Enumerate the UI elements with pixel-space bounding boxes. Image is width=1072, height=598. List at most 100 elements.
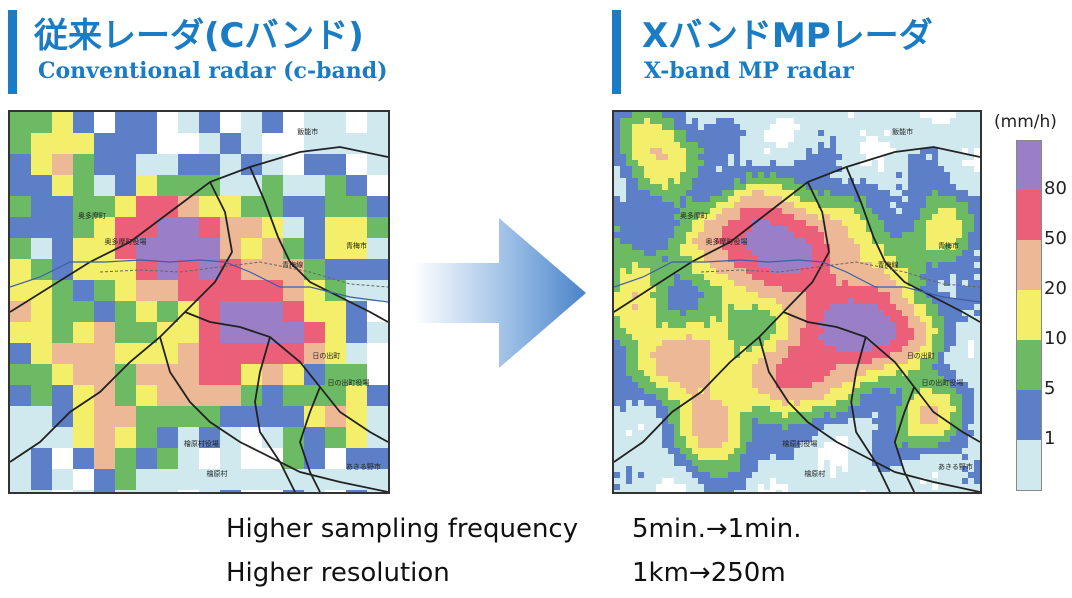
rain-cell	[884, 322, 891, 329]
rain-cell	[908, 178, 915, 185]
rain-cell	[896, 304, 903, 311]
rain-cell	[926, 274, 933, 281]
rain-cell	[692, 220, 699, 227]
rain-cell	[644, 298, 651, 305]
rain-cell	[842, 328, 849, 335]
rain-cell	[644, 412, 651, 419]
rain-cell	[746, 352, 753, 359]
rain-cell	[746, 448, 753, 455]
rain-cell	[650, 178, 657, 185]
rain-cell	[722, 484, 729, 491]
rain-cell	[860, 286, 867, 293]
rain-cell	[812, 400, 819, 407]
rain-cell	[830, 118, 837, 125]
rain-cell	[220, 385, 242, 407]
rain-cell	[698, 400, 705, 407]
rain-cell	[776, 388, 783, 395]
rain-cell	[626, 406, 633, 413]
rain-cell	[698, 226, 705, 233]
rain-cell	[806, 460, 813, 467]
rain-cell	[304, 259, 326, 281]
rain-cell	[692, 352, 699, 359]
rain-cell	[650, 454, 657, 461]
rain-cell	[31, 175, 53, 197]
rain-cell	[764, 352, 771, 359]
rain-cell	[962, 418, 969, 425]
rain-cell	[674, 310, 681, 317]
rain-cell	[842, 244, 849, 251]
rain-cell	[656, 328, 663, 335]
rain-cell	[614, 430, 621, 437]
rain-cell	[962, 184, 969, 191]
rain-cell	[31, 259, 53, 281]
rain-cell	[950, 490, 957, 492]
rain-cell	[782, 388, 789, 395]
rain-cell	[710, 232, 717, 239]
rain-cell	[674, 244, 681, 251]
rain-cell	[968, 184, 975, 191]
rain-cell	[794, 298, 801, 305]
rain-cell	[614, 148, 621, 155]
rain-cell	[199, 259, 221, 281]
rain-cell	[950, 364, 957, 371]
rain-cell	[920, 472, 927, 479]
rain-cell	[872, 220, 879, 227]
rain-cell	[818, 412, 825, 419]
rain-cell	[722, 310, 729, 317]
rain-cell	[752, 298, 759, 305]
rain-cell	[926, 118, 933, 125]
rain-cell	[614, 418, 621, 425]
rain-cell	[674, 208, 681, 215]
municipal-border-line	[249, 166, 388, 323]
rain-cell	[944, 364, 951, 371]
rain-cell	[890, 298, 897, 305]
rain-cell	[304, 406, 326, 428]
rain-cell	[220, 406, 242, 428]
rain-cell	[764, 160, 771, 167]
rain-cell	[674, 322, 681, 329]
rain-cell	[115, 490, 137, 492]
rain-cell	[325, 469, 347, 491]
rain-cell	[938, 394, 945, 401]
rain-cell	[776, 400, 783, 407]
rain-cell	[884, 124, 891, 131]
rain-cell	[686, 412, 693, 419]
rain-cell	[614, 298, 621, 305]
rain-cell	[866, 250, 873, 257]
rain-cell	[944, 310, 951, 317]
rain-cell	[950, 250, 957, 257]
rain-cell	[728, 310, 735, 317]
rain-cell	[890, 316, 897, 323]
rain-cell	[812, 334, 819, 341]
rain-cell	[938, 418, 945, 425]
rain-cell	[806, 130, 813, 137]
rain-cell	[896, 436, 903, 443]
rain-cell	[974, 292, 980, 299]
rain-cell	[812, 478, 819, 485]
rain-cell	[644, 478, 651, 485]
rain-cell	[656, 136, 663, 143]
legend-tick-label: 10	[1044, 328, 1067, 349]
rain-cell	[620, 382, 627, 389]
rain-cell	[728, 376, 735, 383]
rain-cell	[73, 301, 95, 323]
rain-cell	[746, 328, 753, 335]
rain-cell	[878, 466, 885, 473]
rain-cell	[896, 178, 903, 185]
rain-cell	[680, 244, 687, 251]
rain-cell	[157, 385, 179, 407]
rain-cell	[746, 142, 753, 149]
rain-cell	[908, 148, 915, 155]
rain-cell	[632, 208, 639, 215]
rain-cell	[848, 196, 855, 203]
rain-cell	[614, 340, 621, 347]
rain-cell	[812, 310, 819, 317]
rain-cell	[716, 124, 723, 131]
rain-cell	[620, 208, 627, 215]
rain-cell	[932, 490, 939, 492]
rain-cell	[698, 424, 705, 431]
rain-cell	[632, 310, 639, 317]
rain-cell	[94, 154, 116, 176]
rain-cell	[830, 442, 837, 449]
rain-cell	[632, 124, 639, 131]
